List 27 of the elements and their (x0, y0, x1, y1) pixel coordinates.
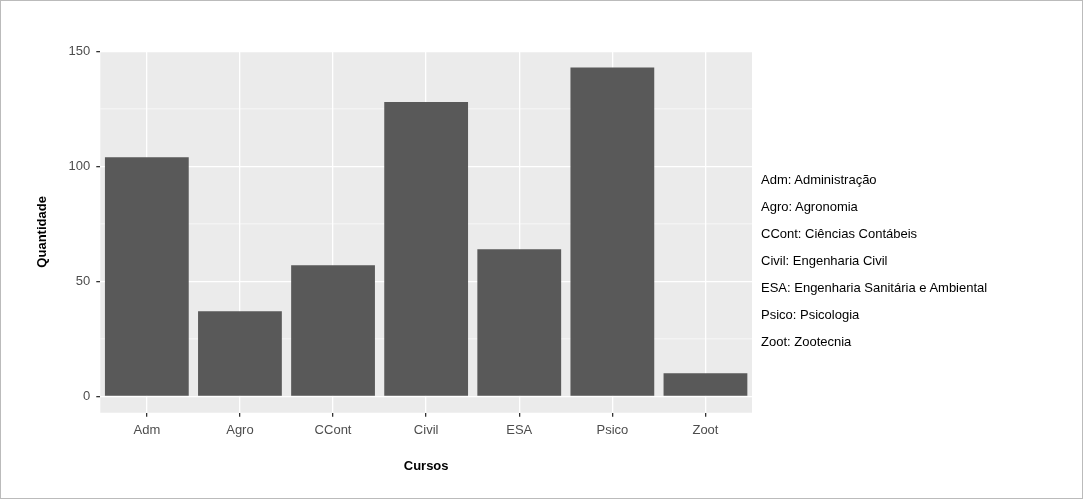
text: Zoot: Zootecnia (761, 333, 853, 351)
text: Agro: Agronomia (761, 198, 859, 216)
x-tick-label: Agro (226, 422, 254, 438)
x-tick-label: Zoot (692, 422, 719, 438)
text: ESA: Engenharia Sanitária e Ambiental (761, 279, 988, 297)
x-tick-label: Adm (133, 422, 161, 438)
bar (384, 101, 469, 396)
y-tick-label: 0 (83, 387, 91, 403)
bar (198, 311, 282, 396)
bar (477, 249, 562, 396)
text: Civil: Engenharia Civil (761, 252, 889, 270)
x-tick-label: Civil (413, 422, 439, 438)
x-tick-label: Psico (596, 422, 629, 438)
x-tick-label: ESA (506, 422, 533, 438)
y-tick-label: 150 (68, 42, 91, 58)
x-tick-label: CCont (314, 422, 352, 438)
bar (104, 157, 189, 396)
x-axis-title: Cursos (403, 457, 449, 473)
bar (570, 67, 655, 396)
text: Adm: Administração (761, 171, 878, 189)
y-tick-label: 50 (75, 272, 91, 288)
y-axis-title: Quantidade (34, 196, 50, 268)
bar (291, 265, 375, 396)
y-tick-label: 100 (68, 157, 91, 173)
text: CCont: Ciências Contábeis (761, 225, 919, 243)
text: Psico: Psicologia (761, 306, 861, 324)
bar (663, 373, 748, 396)
